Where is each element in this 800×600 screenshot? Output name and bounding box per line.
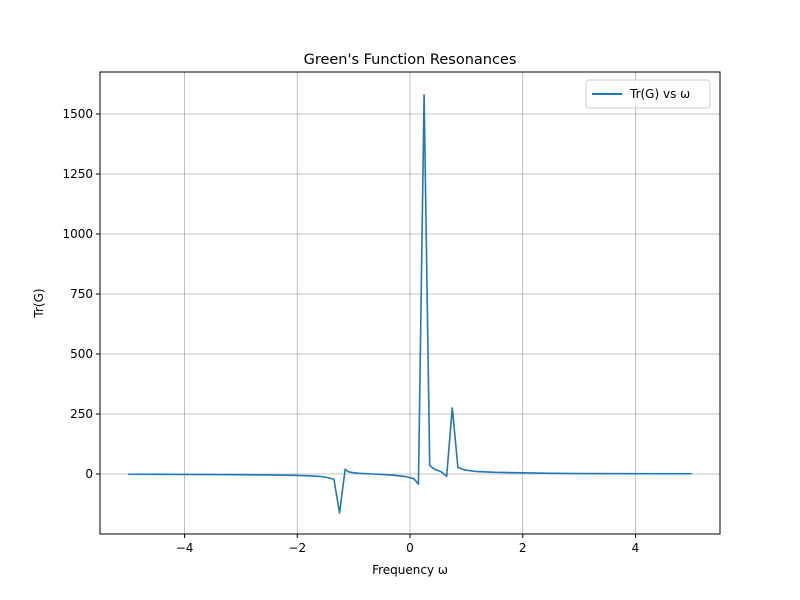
legend: Tr(G) vs ω [585,79,711,109]
x-tick-label: −4 [176,541,194,555]
y-tick-label: 500 [70,347,93,361]
series-line [128,94,692,514]
y-tick-label: 250 [70,407,93,421]
grid [100,72,720,534]
y-tick-label: 1000 [62,227,93,241]
y-tick-label: 1250 [62,167,93,181]
x-tick-label: 4 [632,541,640,555]
x-tick-label: −2 [288,541,306,555]
x-tick-label: 2 [519,541,527,555]
chart-title: Green's Function Resonances [304,52,517,68]
y-tick-label: 750 [70,287,93,301]
y-tick-label: 1500 [62,107,93,121]
legend-box [585,79,711,109]
x-axis-label: Frequency ω [372,563,448,577]
series-layer [128,94,692,514]
legend-entry-label: Tr(G) vs ω [629,87,690,101]
ticks: −4 −2 0 2 4 0 250 500 750 1000 1250 1500 [62,107,639,555]
x-tick-label: 0 [406,541,414,555]
y-axis-label: Tr(G) [32,288,46,318]
y-tick-label: 0 [85,467,93,481]
